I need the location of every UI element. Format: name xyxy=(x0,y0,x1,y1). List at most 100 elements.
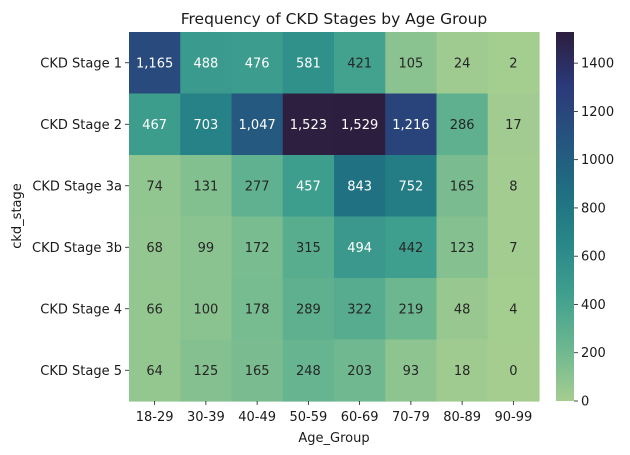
heatmap-cell xyxy=(129,278,181,341)
heatmap-cell-label: 248 xyxy=(296,364,321,379)
heatmap-cell-label: 286 xyxy=(450,118,475,133)
heatmap-cell xyxy=(487,155,540,218)
heatmap-cell-label: 315 xyxy=(296,241,321,256)
x-tick-label: 80-89 xyxy=(443,410,481,425)
x-axis-label: Age_Group xyxy=(298,431,369,446)
heatmap-cell-label: 24 xyxy=(454,56,471,71)
heatmap-cell xyxy=(282,155,335,218)
heatmap-cell-label: 421 xyxy=(347,56,372,71)
heatmap-cell xyxy=(180,93,233,156)
heatmap-cell-label: 99 xyxy=(198,241,215,256)
heatmap-cell xyxy=(282,216,335,279)
colorbar-ticks: 0 200 400 600 800 1000 1200 1400 xyxy=(574,57,614,410)
heatmap-cell xyxy=(231,93,284,156)
heatmap-cell-label: 1,529 xyxy=(341,118,378,133)
heatmap-cell-label: 125 xyxy=(193,364,218,379)
heatmap-cell xyxy=(436,216,489,279)
heatmap-cell xyxy=(180,32,233,95)
heatmap-cell-label: 289 xyxy=(296,302,321,317)
chart-title: Frequency of CKD Stages by Age Group xyxy=(181,10,488,28)
heatmap-cell xyxy=(487,278,540,341)
heatmap-cell xyxy=(180,339,233,402)
colorbar-tick-label: 0 xyxy=(581,395,589,410)
heatmap-cell-label: 703 xyxy=(193,118,218,133)
heatmap-cell-label: 17 xyxy=(505,118,522,133)
heatmap-cell xyxy=(282,278,335,341)
heatmap-cell xyxy=(487,32,540,95)
heatmap-cell-label: 203 xyxy=(347,364,372,379)
heatmap-cell xyxy=(180,155,233,218)
y-tick-label: CKD Stage 1 xyxy=(40,56,122,71)
heatmap-cell-label: 752 xyxy=(398,179,423,194)
x-tick-label: 18-29 xyxy=(136,410,174,425)
heatmap-cell-label: 178 xyxy=(245,302,270,317)
heatmap-cell xyxy=(436,32,489,95)
heatmap-cell-label: 476 xyxy=(245,56,270,71)
heatmap-cell-label: 4 xyxy=(509,302,517,317)
heatmap-cell xyxy=(231,216,284,279)
heatmap-cell xyxy=(334,278,386,341)
colorbar-tick-label: 200 xyxy=(581,346,606,361)
heatmap-cell xyxy=(129,93,181,156)
heatmap-cell xyxy=(385,93,438,156)
y-tick-label: CKD Stage 5 xyxy=(40,364,122,379)
heatmap-cell-label: 165 xyxy=(450,179,475,194)
heatmap-cell-label: 457 xyxy=(296,179,321,194)
heatmap-cell-label: 1,523 xyxy=(290,118,327,133)
heatmap-cell-label: 581 xyxy=(296,56,321,71)
heatmap-cell xyxy=(334,93,386,156)
heatmap-cell-label: 2 xyxy=(509,56,517,71)
colorbar-tick-label: 1000 xyxy=(581,153,614,168)
heatmap-cell-label: 1,165 xyxy=(136,56,173,71)
heatmap-cell xyxy=(180,278,233,341)
heatmap-cell xyxy=(129,216,181,279)
heatmap-cell-label: 18 xyxy=(454,364,471,379)
heatmap-cell xyxy=(385,155,438,218)
colorbar xyxy=(556,32,574,401)
heatmap-cell-label: 488 xyxy=(193,56,218,71)
heatmap-cell xyxy=(231,339,284,402)
heatmap-cell xyxy=(385,32,438,95)
heatmap-cell-label: 277 xyxy=(245,179,270,194)
heatmap-cell xyxy=(487,339,540,402)
heatmap-cell-label: 131 xyxy=(193,179,218,194)
x-axis-ticks: 18-29 30-39 40-49 50-59 60-69 70-79 80-89 90-99 xyxy=(136,401,532,425)
x-tick-label: 90-99 xyxy=(494,410,532,425)
heatmap-cell xyxy=(487,93,540,156)
heatmap-cell xyxy=(436,278,489,341)
heatmap-cell xyxy=(334,155,386,218)
colorbar-tick-label: 800 xyxy=(581,201,606,216)
heatmap-cell xyxy=(180,216,233,279)
x-tick-label: 40-49 xyxy=(238,410,276,425)
heatmap-cell-label: 843 xyxy=(347,179,372,194)
colorbar-tick-label: 1200 xyxy=(581,105,614,120)
x-tick-label: 70-79 xyxy=(392,410,430,425)
heatmap-cell-label: 1,216 xyxy=(392,118,429,133)
heatmap-cell xyxy=(282,339,335,402)
heatmap-cell-label: 172 xyxy=(245,241,270,256)
heatmap-cell-label: 219 xyxy=(398,302,423,317)
heatmap-cell-label: 48 xyxy=(454,302,471,317)
heatmap-cell xyxy=(436,339,489,402)
heatmap-cell-label: 165 xyxy=(245,364,270,379)
heatmap-cell xyxy=(129,155,181,218)
heatmap-cell xyxy=(436,93,489,156)
y-axis-ticks: CKD Stage 1 CKD Stage 2 CKD Stage 3a CKD St… xyxy=(32,56,129,379)
heatmap-cell-label: 0 xyxy=(509,364,517,379)
heatmap-cell xyxy=(282,93,335,156)
heatmap-cell-label: 100 xyxy=(193,302,218,317)
y-tick-label: CKD Stage 4 xyxy=(40,302,122,317)
heatmap-cell xyxy=(385,216,438,279)
heatmap-cell-label: 123 xyxy=(450,241,475,256)
colorbar-tick-label: 1400 xyxy=(581,57,614,72)
y-tick-label: CKD Stage 3a xyxy=(32,179,122,194)
colorbar-tick-label: 400 xyxy=(581,298,606,313)
heatmap-cell xyxy=(436,155,489,218)
heatmap-cell-label: 93 xyxy=(403,364,420,379)
heatmap-cell xyxy=(334,339,386,402)
heatmap-cell-label: 1,047 xyxy=(239,118,276,133)
heatmap-cell-label: 68 xyxy=(146,241,163,256)
heatmap-cell-label: 467 xyxy=(142,118,167,133)
